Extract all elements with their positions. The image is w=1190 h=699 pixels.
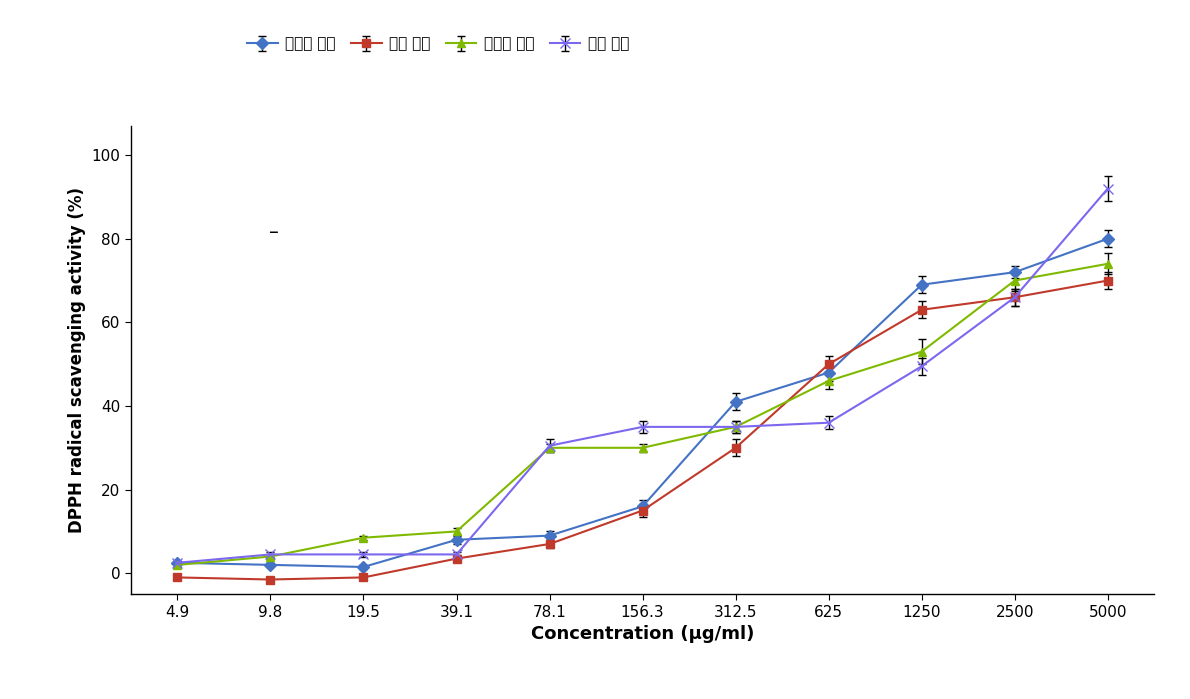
Text: –: –: [269, 223, 278, 243]
Y-axis label: DPPH radical scavenging activity (%): DPPH radical scavenging activity (%): [68, 187, 86, 533]
Legend: 미성숙 과피, 성숙 과피, 미성숙 과육, 성숙 과육: 미성숙 과피, 성숙 과피, 미성숙 과육, 성숙 과육: [240, 31, 635, 57]
X-axis label: Concentration (μg/ml): Concentration (μg/ml): [531, 625, 754, 643]
